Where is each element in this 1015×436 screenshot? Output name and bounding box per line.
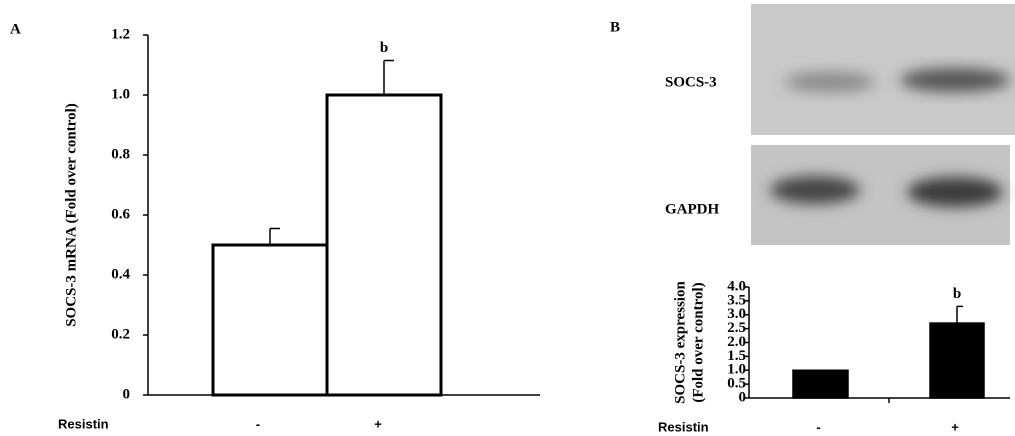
bar [327, 95, 441, 395]
bar [213, 245, 327, 395]
y-axis-label: SOCS-3 mRNA (Fold over control) [63, 103, 79, 327]
bar-label: b [953, 286, 961, 302]
x-axis-label: Resistin [58, 416, 109, 431]
x-tick-label: + [951, 419, 959, 434]
y-tick-label: 1.2 [111, 26, 130, 42]
y-tick-label: 3.0 [727, 306, 746, 322]
y-tick-label: 3.5 [727, 292, 746, 308]
y-tick-label: 0 [739, 389, 747, 405]
figure: A B SOCS-3 GAPDH 0 0.2 0.4 0.6 0.8 1.0 1.2 - b + R… [0, 0, 1015, 436]
blot-label: GAPDH [665, 201, 719, 217]
y-axis-label: (Fold over control) [690, 282, 706, 402]
y-tick-label: 0.4 [111, 266, 130, 282]
y-tick-label: 2.5 [727, 320, 746, 336]
y-tick-label: 1.5 [727, 348, 746, 364]
x-tick-label: - [256, 416, 260, 431]
error-bar [957, 306, 963, 323]
y-tick-label: 1.0 [727, 362, 746, 378]
panel-label: B [610, 19, 620, 35]
blot-label: SOCS-3 [665, 74, 717, 90]
y-tick-label: 0 [123, 386, 131, 402]
y-tick-label: 0.2 [111, 326, 130, 342]
blot-gapdh [751, 145, 1010, 245]
error-bar [270, 229, 280, 246]
y-axis-label: SOCS-3 expression [672, 281, 688, 404]
y-tick-label: 0.6 [111, 206, 130, 222]
blot-socs3 [751, 4, 1015, 135]
y-tick-label: 4.0 [727, 278, 746, 294]
y-tick-label: 1.0 [111, 86, 130, 102]
y-tick-label: 0.5 [727, 376, 746, 392]
bar [930, 323, 984, 398]
y-tick-label: 0.8 [111, 146, 130, 162]
error-bar [384, 61, 394, 96]
y-tick-label: 2.0 [727, 334, 746, 350]
x-axis-label: Resistin [658, 419, 709, 434]
x-tick-label: - [816, 419, 820, 434]
panel-label: A [10, 21, 21, 37]
x-tick-label: + [374, 416, 382, 431]
bar-label: b [380, 40, 388, 56]
bar [793, 370, 848, 398]
